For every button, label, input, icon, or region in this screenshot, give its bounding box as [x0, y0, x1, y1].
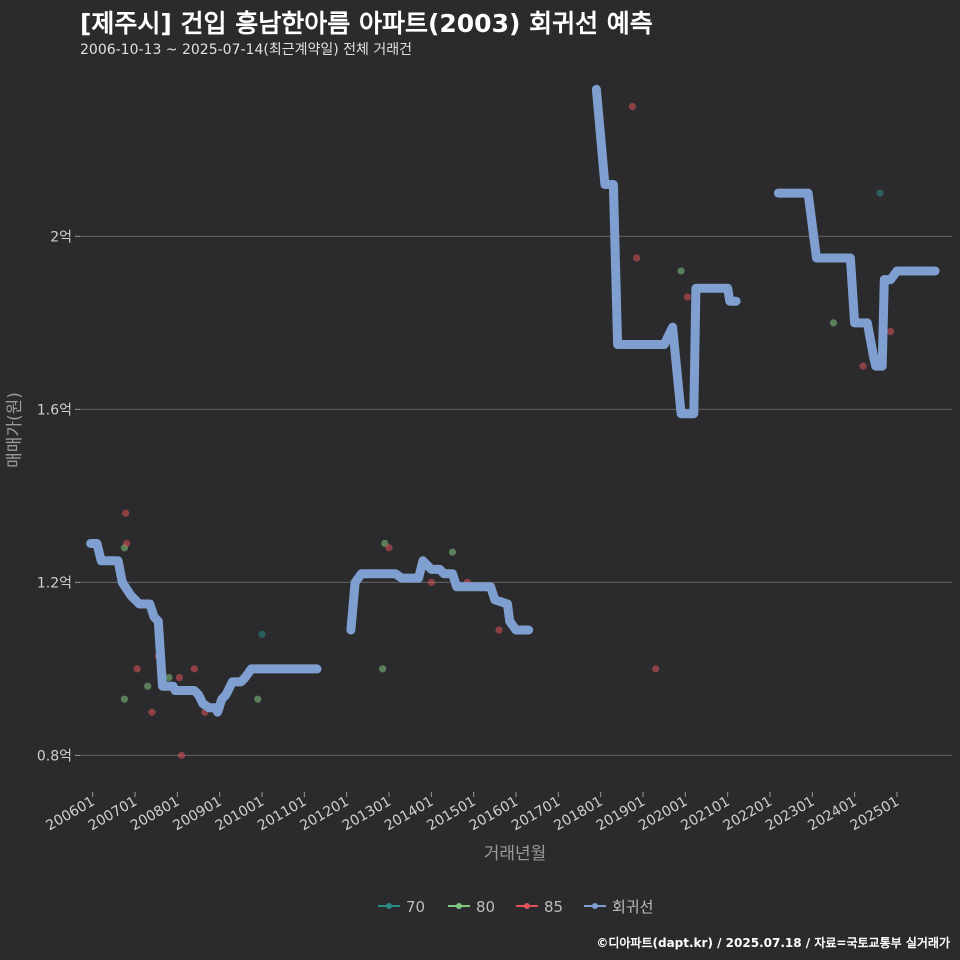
data-point-85 [177, 751, 186, 759]
chart-subtitle: 2006-10-13 ~ 2025-07-14(최근계약일) 전체 거래건 [80, 42, 412, 58]
y-tick-label: 1.6억 [37, 402, 72, 418]
data-point-85 [175, 673, 184, 682]
data-point-85 [148, 708, 156, 716]
x-tick-label: 202501 [848, 794, 902, 835]
data-point-85 [122, 509, 130, 517]
regression-line [773, 188, 940, 371]
legend-item-regression[interactable]: 회귀선 [584, 898, 653, 916]
y-tick-label: 0.8억 [37, 748, 72, 764]
data-point-85 [427, 578, 435, 586]
legend-label: 80 [476, 898, 495, 916]
legend-item-70[interactable]: 70 [378, 898, 425, 916]
regression-line [86, 539, 322, 717]
y-tick-label: 1.2억 [37, 575, 72, 591]
data-point-85 [633, 254, 641, 262]
data-point-80 [379, 665, 387, 673]
data-point-80 [165, 673, 173, 682]
x-axis-ticks: 2006012007012008012009012010012011012012… [43, 792, 902, 834]
grid-lines [80, 235, 952, 756]
data-point-85 [385, 544, 393, 552]
data-point-85 [190, 665, 198, 673]
data-point-85 [859, 362, 867, 370]
source-footer: ©디아파트(dapt.kr) / 2025.07.18 / 자료=국토교통부 실… [596, 936, 950, 950]
data-point-85 [652, 665, 660, 673]
legend-label: 70 [406, 898, 425, 916]
legend[interactable]: 70 80 85 회귀선 [378, 898, 653, 916]
data-point-85 [122, 539, 131, 548]
data-point-80 [144, 682, 152, 690]
legend-dot-swatch [456, 903, 462, 909]
data-point-85 [887, 327, 895, 336]
regression-line [346, 556, 534, 635]
legend-item-85[interactable]: 85 [516, 898, 563, 916]
legend-label: 회귀선 [612, 898, 653, 916]
y-axis-ticks: 0.8억 1.2억 1.6억 2억 [37, 229, 80, 764]
regression-lines [86, 84, 940, 717]
legend-dot-swatch [592, 903, 598, 909]
data-point-80 [448, 548, 457, 556]
chart-title: [제주시] 건입 흥남한아름 아파트(2003) 회귀선 예측 [80, 9, 653, 38]
data-point-80 [254, 695, 262, 703]
scatter-points [120, 103, 895, 759]
data-point-80 [829, 319, 838, 327]
data-point-80 [677, 267, 685, 275]
data-point-85 [133, 665, 141, 673]
x-axis-label: 거래년월 [484, 844, 547, 864]
legend-dot-swatch [524, 903, 530, 909]
data-point-85 [683, 293, 692, 301]
legend-label: 85 [544, 898, 563, 916]
data-point-85 [495, 626, 503, 634]
data-point-70 [876, 189, 884, 197]
legend-dot-swatch [386, 903, 392, 909]
y-tick-label: 2억 [50, 229, 72, 245]
legend-item-80[interactable]: 80 [448, 898, 495, 916]
regression-line [591, 84, 741, 419]
data-point-70 [258, 630, 266, 638]
data-point-80 [120, 695, 129, 703]
y-axis-label: 매매가(원) [5, 392, 25, 468]
data-point-85 [628, 103, 637, 111]
